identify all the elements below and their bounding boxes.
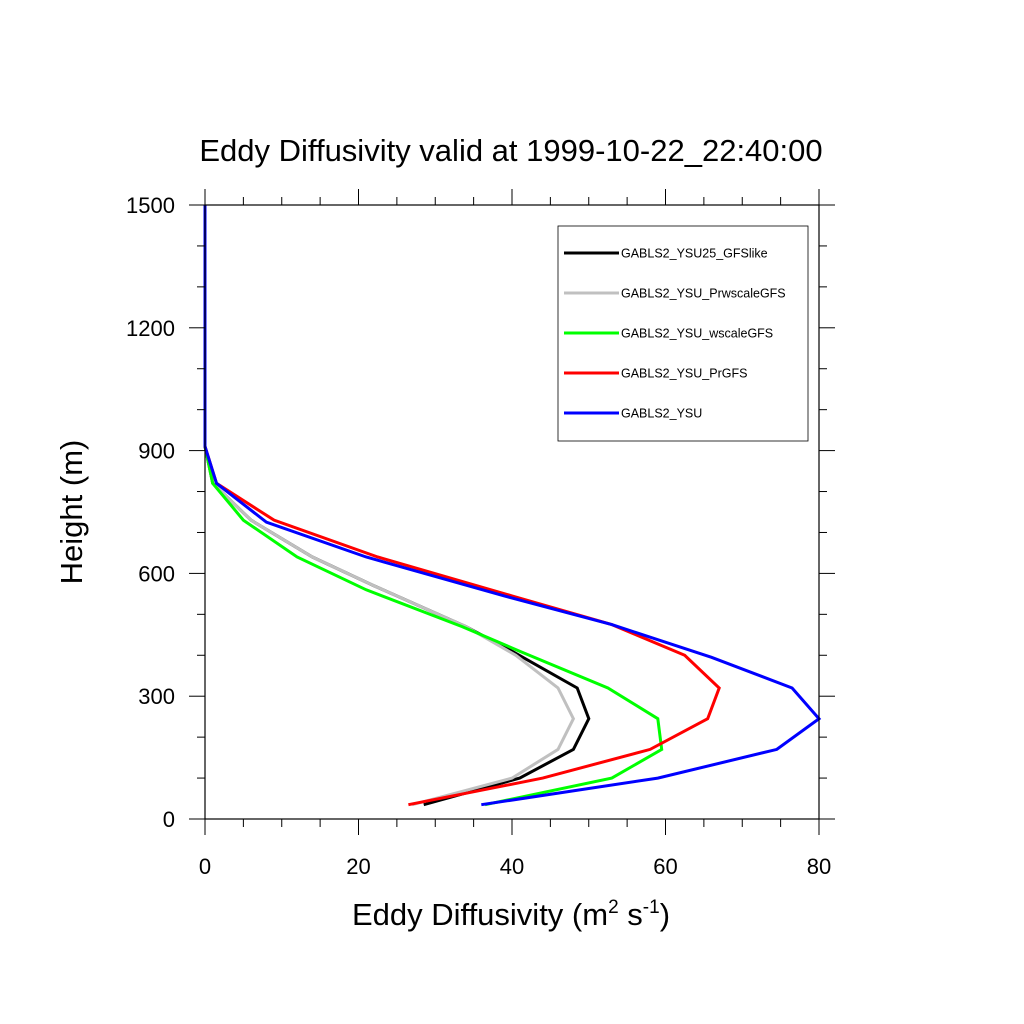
x-axis-label-end: ) bbox=[660, 897, 670, 932]
x-axis-label-sup1: 2 bbox=[608, 897, 619, 918]
y-tick-label: 1500 bbox=[126, 193, 175, 218]
series-line-0 bbox=[203, 205, 591, 807]
legend-label-1: GABLS2_YSU_PrwscaleGFS bbox=[621, 287, 786, 301]
series-line-1 bbox=[203, 205, 576, 807]
x-axis-label-sup2: -1 bbox=[643, 897, 660, 918]
plot-area: 0 20 40 60 80 0 300 600 900 1200 1500 bbox=[126, 189, 835, 879]
x-tick-label: 20 bbox=[346, 854, 370, 879]
x-tick-label: 0 bbox=[199, 854, 211, 879]
y-tick-label: 0 bbox=[163, 807, 175, 832]
y-tick-label: 600 bbox=[138, 561, 175, 586]
legend: GABLS2_YSU25_GFSlike GABLS2_YSU_PrwscaleG… bbox=[557, 225, 809, 442]
y-tick-label: 900 bbox=[138, 439, 175, 464]
y-tick-label: 300 bbox=[138, 684, 175, 709]
legend-label-0: GABLS2_YSU25_GFSlike bbox=[621, 247, 768, 261]
y-tick-label: 1200 bbox=[126, 316, 175, 341]
x-axis-label-mid: s bbox=[619, 897, 643, 932]
legend-label-3: GABLS2_YSU_PrGFS bbox=[621, 367, 747, 381]
legend-label-4: GABLS2_YSU bbox=[621, 407, 702, 421]
x-tick-label: 40 bbox=[500, 854, 524, 879]
ticks-group: 0 20 40 60 80 0 300 600 900 1200 1500 bbox=[126, 189, 835, 879]
x-tick-label: 80 bbox=[807, 854, 831, 879]
legend-label-2: GABLS2_YSU_wscaleGFS bbox=[621, 327, 773, 341]
x-axis-label: Eddy Diffusivity (m2 s-1) bbox=[352, 897, 670, 932]
y-axis-label: Height (m) bbox=[54, 440, 89, 585]
x-axis-label-base: Eddy Diffusivity (m bbox=[352, 897, 608, 932]
chart-title: Eddy Diffusivity valid at 1999-10-22_22:… bbox=[199, 133, 822, 168]
x-tick-label: 60 bbox=[653, 854, 677, 879]
